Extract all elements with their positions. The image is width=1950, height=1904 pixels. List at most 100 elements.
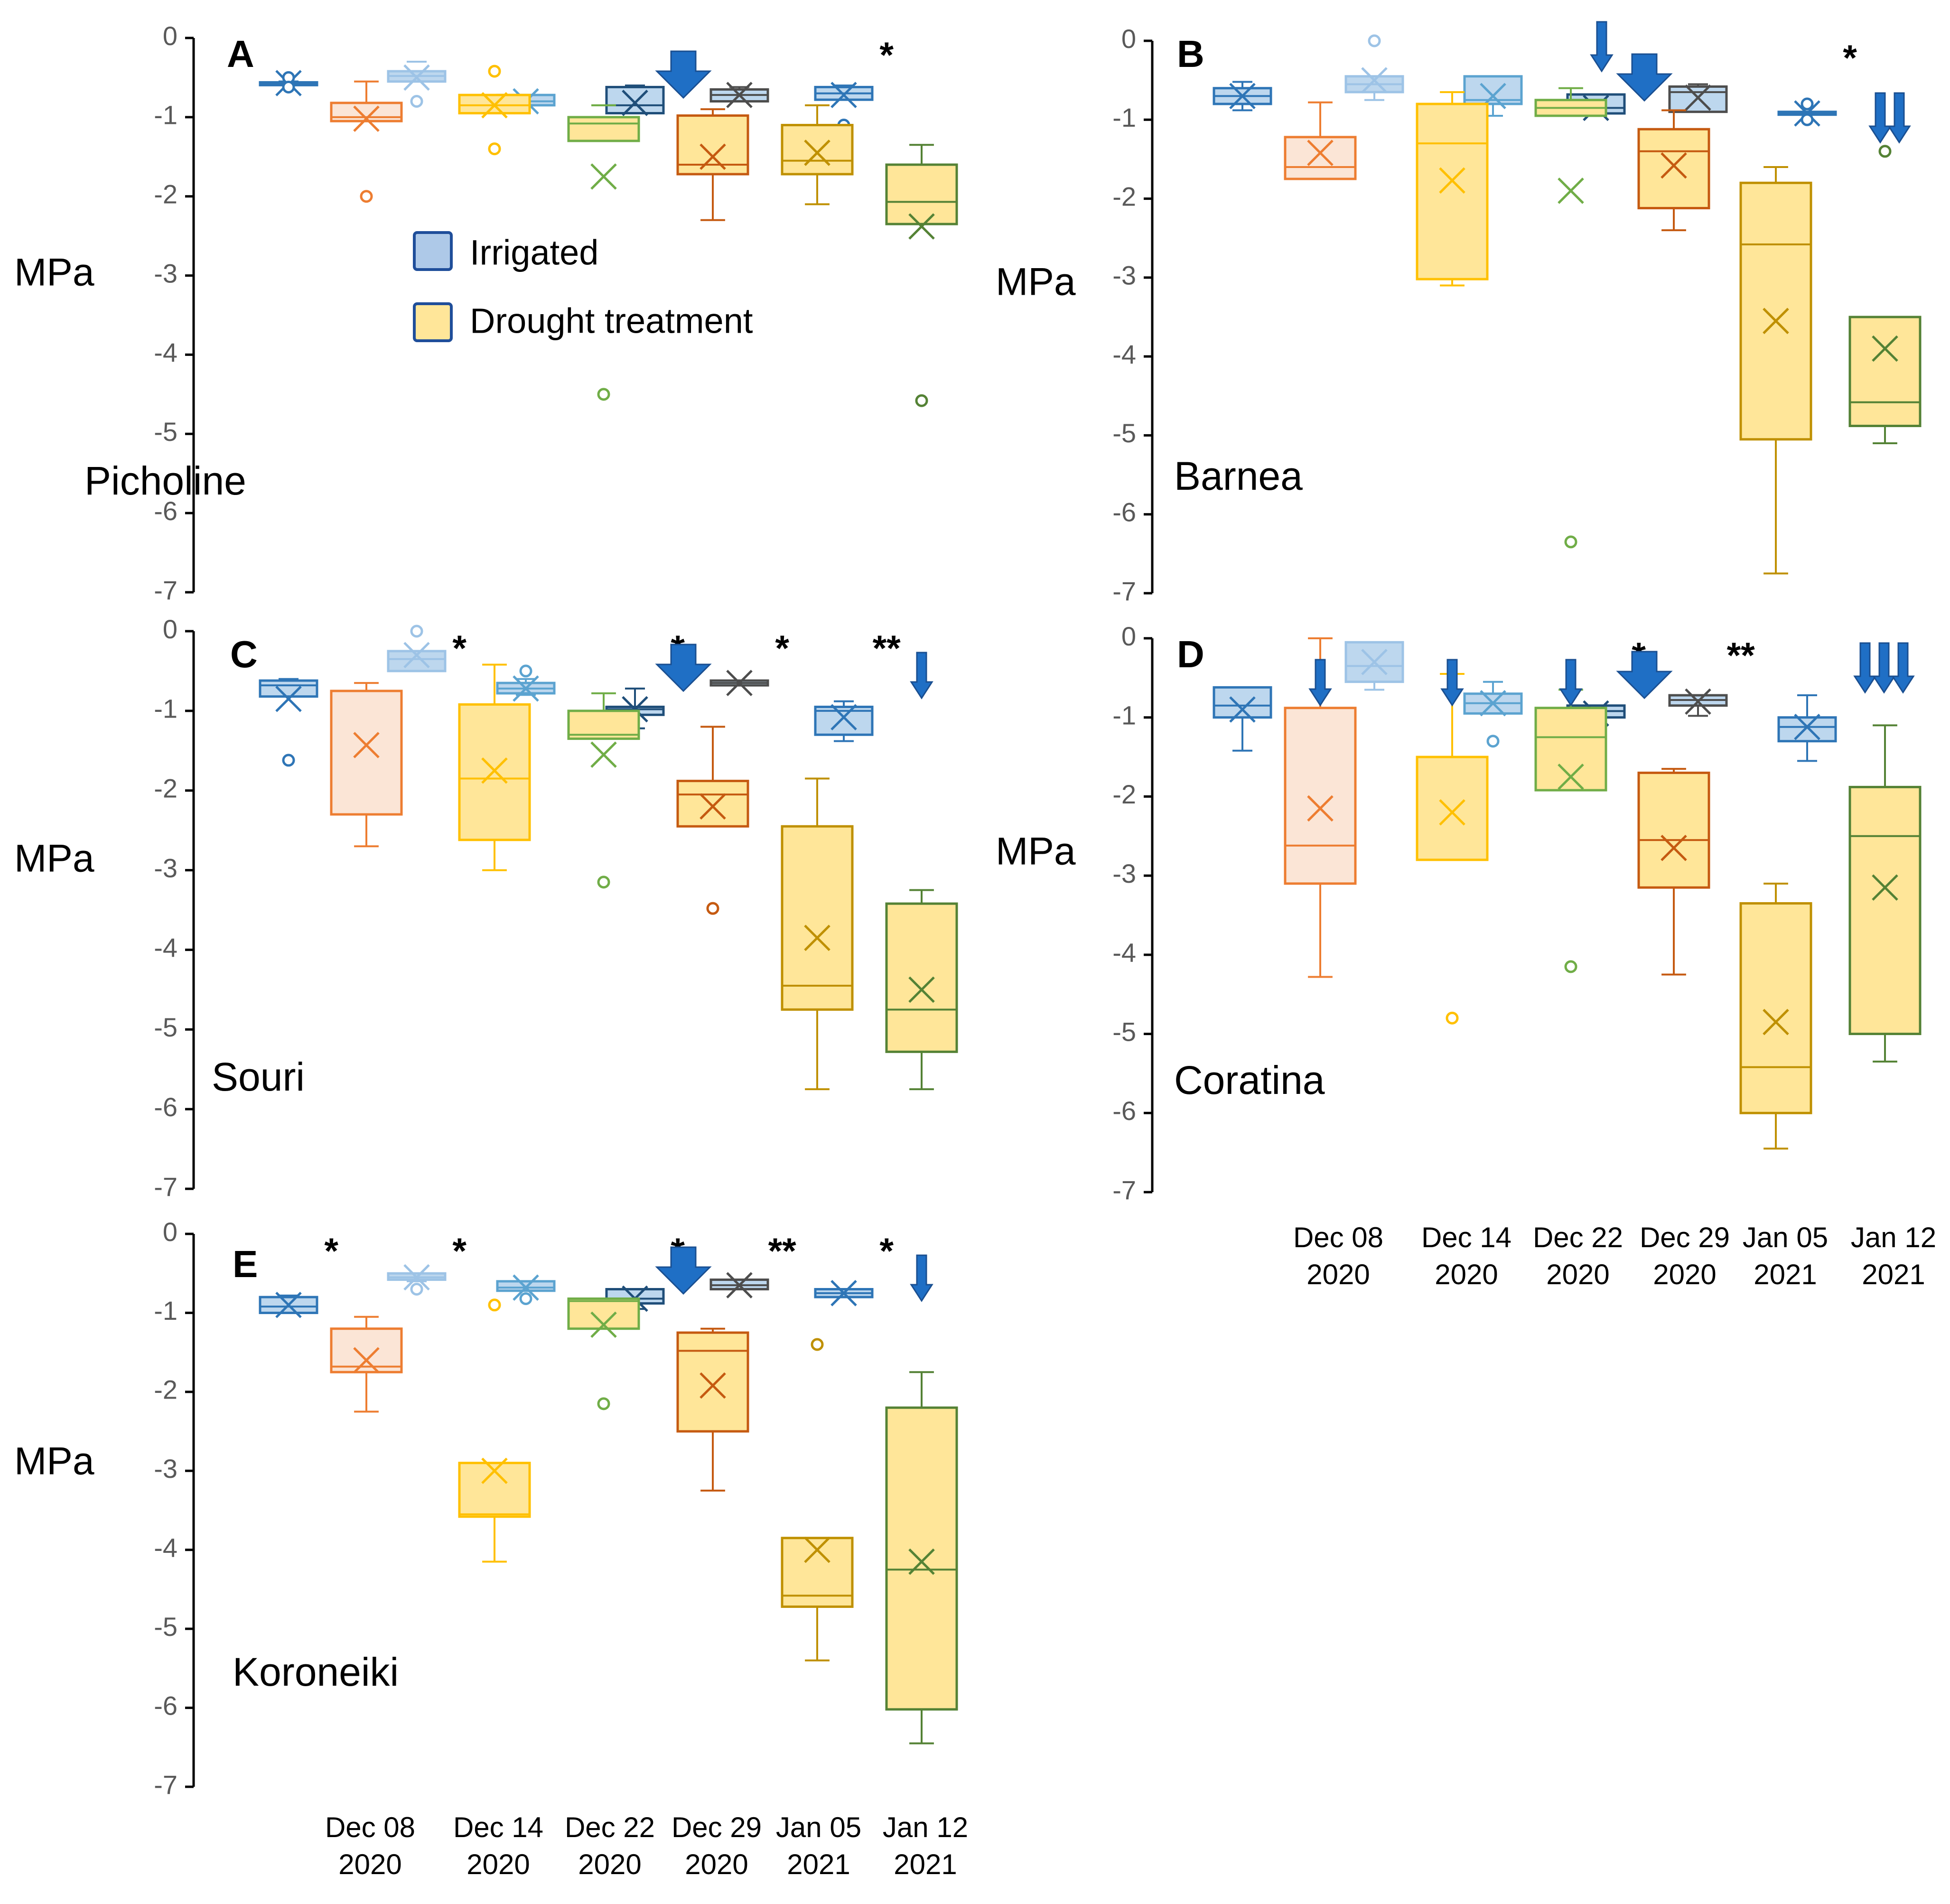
mean-marker — [1872, 335, 1898, 362]
mean-marker — [590, 741, 617, 768]
irrigated-box-4 — [1668, 688, 1728, 717]
box-iqr — [259, 679, 318, 698]
outlier-point — [706, 902, 719, 915]
panel-letter: B — [1177, 33, 1204, 75]
event-arrow-small — [1440, 659, 1464, 707]
y-tick-label: -7 — [154, 575, 177, 605]
y-tick-label: -2 — [154, 179, 177, 209]
event-arrow-big — [655, 1246, 712, 1295]
mean-marker — [353, 732, 380, 758]
irrigated-box-5 — [814, 700, 874, 742]
mean-marker — [1661, 152, 1687, 179]
event-arrow-thin — [1872, 642, 1896, 694]
mean-marker — [1558, 177, 1584, 204]
outlier-point — [410, 625, 423, 638]
mean-marker — [275, 685, 302, 712]
x-tick-label-line1: Jan 05 — [776, 1811, 861, 1843]
mean-marker — [481, 1457, 508, 1484]
mean-marker — [1229, 696, 1256, 723]
event-arrow-thin — [1868, 92, 1892, 144]
event-arrow-small — [910, 1254, 933, 1302]
irrigated-box-0 — [1213, 686, 1272, 752]
y-tick-label: -3 — [154, 1454, 177, 1484]
box-iqr — [676, 1331, 749, 1433]
y-tick-label: -3 — [154, 258, 177, 288]
significance-label: ** — [1727, 635, 1755, 676]
significance-label: * — [879, 35, 894, 75]
x-tick-label-line1: Dec 08 — [325, 1811, 415, 1843]
box-iqr — [1637, 128, 1710, 210]
outlier-point — [597, 388, 610, 401]
mean-marker — [1439, 799, 1465, 826]
mean-marker — [353, 1347, 380, 1374]
mean-marker — [622, 90, 648, 116]
panel-A: 0 -1 -2 -3 -4 -5 -6 -7 MPa A Picholine * — [14, 21, 958, 605]
legend-drought-label: Drought treatment — [470, 301, 753, 341]
mean-marker — [1361, 649, 1388, 675]
outlier-point — [519, 1292, 532, 1305]
irrigated-box-2 — [1463, 75, 1523, 117]
y-tick-label: 0 — [163, 1217, 177, 1247]
significance-label: ** — [873, 628, 901, 669]
y-tick-label: -4 — [154, 1533, 177, 1563]
cultivar-label: Picholine — [84, 458, 246, 503]
irrigated-box-1 — [387, 61, 447, 108]
mean-marker — [1685, 84, 1711, 111]
outlier-point — [597, 876, 610, 889]
drought-box-1 — [458, 663, 531, 871]
y-tick-label: -1 — [154, 1296, 177, 1325]
box-iqr — [567, 116, 640, 142]
event-arrow-thin — [1887, 92, 1911, 144]
outlier-point — [1878, 145, 1892, 158]
drought-box-2 — [567, 692, 640, 889]
event-arrow-thin-shape — [1853, 642, 1877, 694]
event-arrow-thin-shape — [1891, 642, 1915, 694]
y-tick-label: -2 — [1112, 779, 1136, 809]
mean-marker — [1439, 167, 1465, 194]
irrigated-box-1 — [1344, 34, 1404, 101]
y-tick-label: -7 — [154, 1770, 177, 1800]
drought-box-5 — [1848, 145, 1922, 445]
cultivar-label: Coratina — [1174, 1058, 1325, 1102]
box-iqr — [330, 1327, 403, 1373]
y-tick-label: -5 — [1112, 1017, 1136, 1046]
irrigated-box-1 — [387, 625, 447, 672]
mean-marker — [908, 1548, 935, 1575]
drought-box-3 — [676, 726, 749, 915]
box-iqr — [1284, 136, 1357, 180]
mean-marker — [804, 1536, 830, 1563]
mean-marker — [1361, 67, 1388, 93]
irrigated-box-3 — [605, 84, 665, 116]
drought-box-0 — [1284, 101, 1357, 180]
y-tick-label: 0 — [163, 614, 177, 644]
outlier-point — [1564, 960, 1577, 973]
y-tick-label: -6 — [1112, 497, 1136, 527]
mean-marker — [830, 82, 857, 108]
drought-box-2 — [567, 1297, 640, 1410]
drought-box-3 — [676, 1327, 749, 1492]
irrigated-box-4 — [709, 82, 769, 108]
drought-box-5 — [885, 1371, 958, 1745]
significance-label: * — [879, 1231, 894, 1271]
mean-marker — [804, 924, 830, 952]
y-tick-label: -2 — [154, 1375, 177, 1405]
x-tick-label-line1: Dec 29 — [1640, 1222, 1730, 1253]
event-arrow-thin-shape — [1590, 21, 1614, 73]
y-tick-label: -1 — [1112, 700, 1136, 730]
mean-marker — [726, 670, 753, 696]
mean-marker — [726, 82, 753, 108]
box-iqr — [605, 85, 665, 115]
event-arrow-small-shape — [910, 652, 933, 700]
x-tick-label-line2: 2020 — [338, 1848, 401, 1880]
box-iqr — [885, 902, 958, 1053]
x-tick-label-line2: 2020 — [578, 1848, 641, 1880]
x-tick-label-line2: 2020 — [1546, 1259, 1609, 1290]
outlier-point — [519, 664, 532, 678]
drought-box-5 — [885, 889, 958, 1091]
event-arrow-big-shape — [1616, 53, 1673, 102]
significance-label: * — [775, 628, 789, 669]
mean-marker — [1661, 835, 1687, 861]
significance-label: * — [324, 1231, 338, 1271]
drought-box-5 — [1848, 724, 1922, 1063]
